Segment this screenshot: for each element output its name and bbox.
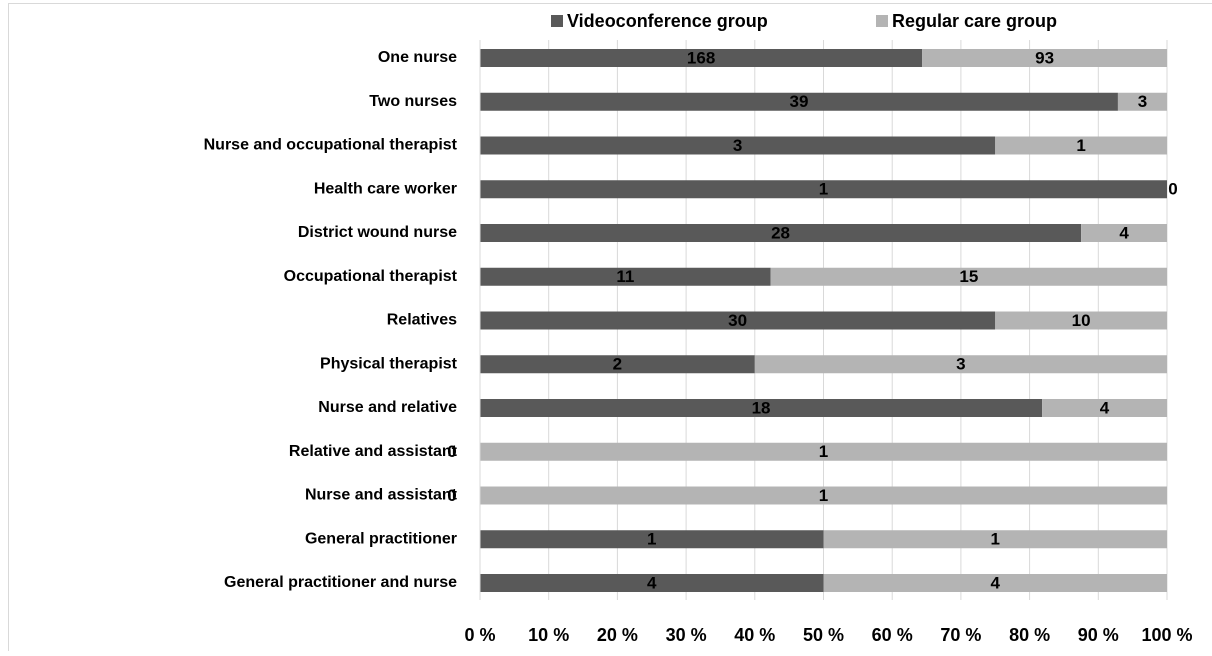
data-label: 1 (819, 486, 828, 505)
data-label: 1 (819, 442, 828, 461)
x-tick-label: 100 % (1141, 625, 1192, 645)
data-label: 3 (733, 136, 742, 155)
data-label: 30 (728, 311, 747, 330)
data-label: 168 (687, 48, 715, 67)
data-label: 1 (1076, 136, 1085, 155)
y-tick-label: Two nurses (369, 93, 457, 110)
y-tick-label: Nurse and assistant (305, 487, 458, 504)
data-label: 11 (616, 267, 634, 286)
x-tick-label: 10 % (528, 625, 569, 645)
x-tick-label: 20 % (597, 625, 638, 645)
data-label: 0 (447, 486, 456, 505)
data-label: 4 (647, 573, 657, 592)
data-label: 93 (1035, 48, 1054, 67)
x-tick-label: 60 % (872, 625, 913, 645)
data-label: 2 (613, 355, 622, 374)
x-tick-label: 80 % (1009, 625, 1050, 645)
x-tick-label: 30 % (666, 625, 707, 645)
y-tick-label: Nurse and occupational therapist (204, 137, 458, 154)
legend-label: Regular care group (892, 11, 1057, 31)
y-tick-label: Occupational therapist (284, 268, 458, 285)
x-tick-label: 90 % (1078, 625, 1119, 645)
data-label: 3 (956, 355, 965, 374)
data-label: 4 (1100, 398, 1110, 417)
data-label: 18 (752, 398, 771, 417)
y-tick-label: Health care worker (314, 180, 457, 197)
data-label: 3 (1138, 92, 1147, 111)
y-tick-label: General practitioner (305, 530, 457, 547)
data-label: 15 (959, 267, 978, 286)
data-label: 1 (819, 180, 828, 199)
y-tick-label: District wound nurse (298, 224, 457, 241)
x-tick-label: 40 % (734, 625, 775, 645)
y-tick-label: Nurse and relative (318, 399, 457, 416)
legend-swatch (876, 15, 888, 27)
data-label: 1 (991, 530, 1000, 549)
y-tick-label: General practitioner and nurse (224, 574, 457, 591)
y-tick-label: Relatives (387, 312, 457, 329)
y-tick-label: One nurse (378, 49, 457, 66)
data-label: 4 (1119, 223, 1129, 242)
data-label: 10 (1072, 311, 1091, 330)
data-label: 39 (790, 92, 809, 111)
legend-swatch (551, 15, 563, 27)
x-tick-label: 0 % (464, 625, 495, 645)
data-label: 28 (771, 223, 790, 242)
x-tick-label: 50 % (803, 625, 844, 645)
data-label: 0 (1168, 180, 1177, 199)
y-tick-label: Relative and assistant (289, 443, 458, 460)
data-label: 0 (447, 442, 456, 461)
data-label: 4 (991, 573, 1001, 592)
legend-label: Videoconference group (567, 11, 768, 31)
x-tick-label: 70 % (940, 625, 981, 645)
y-tick-label: Physical therapist (320, 355, 458, 372)
data-label: 1 (647, 530, 656, 549)
